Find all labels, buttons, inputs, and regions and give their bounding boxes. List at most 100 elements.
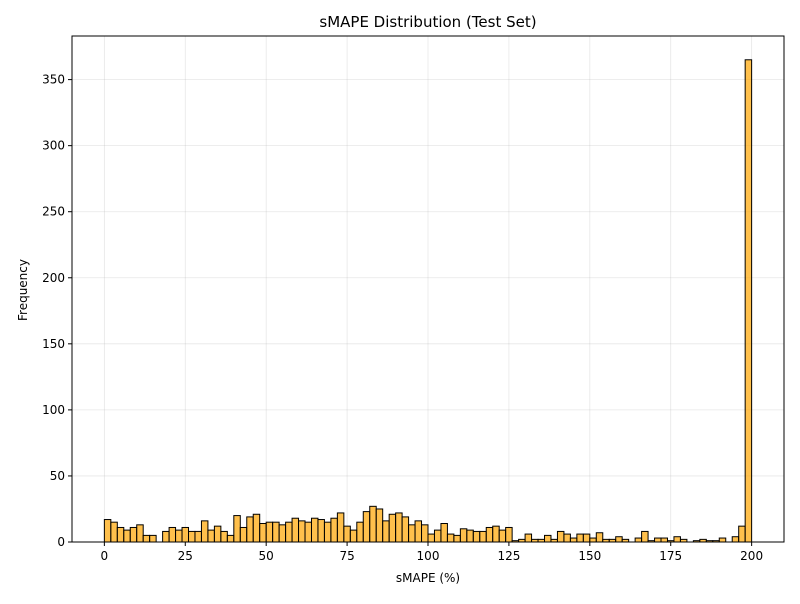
histogram-bar [615,536,623,543]
histogram-bar [446,533,455,543]
histogram-bar [194,530,202,543]
histogram-bar [524,533,533,543]
histogram-bar [408,524,416,543]
histogram-bar [336,512,345,543]
histogram-bar [388,513,397,543]
histogram-bar [149,534,157,543]
x-tick-label: 125 [497,549,520,563]
histogram-bar [375,508,384,543]
histogram-bar [498,529,507,543]
histogram-bar [382,520,390,543]
histogram-bar [427,533,435,543]
histogram-bar [569,537,578,543]
histogram-bar [440,523,448,543]
x-tick-label: 175 [659,549,682,563]
x-tick-label: 25 [178,549,193,563]
histogram-bar [421,524,429,543]
histogram-bar [259,523,267,543]
histogram-bar [485,526,494,543]
histogram-bar [556,530,565,543]
x-tick-label: 200 [740,549,763,563]
histogram-bar [265,521,274,543]
histogram-bar [634,537,643,543]
y-axis-ticks: 0 50 100 150 200 250 300 350 [42,73,72,549]
chart-title: sMAPE Distribution (Test Set) [319,13,536,31]
histogram-bar [433,529,442,543]
histogram-bar [544,534,552,543]
histogram-bar [505,526,513,543]
histogram-bar [142,534,151,543]
histogram-bar [200,520,209,543]
histogram-bar [103,519,112,543]
histogram-bar [246,516,254,543]
histogram-bar [641,530,649,543]
x-tick-label: 75 [339,549,354,563]
histogram-bar [116,526,125,543]
histogram-bar [459,528,468,543]
y-tick-label: 150 [42,337,65,351]
histogram-bar [129,526,138,543]
histogram-bar [162,530,170,543]
x-axis-ticks: 0 25 50 75 100 125 150 175 200 [101,542,763,563]
histogram-bar [673,536,681,543]
x-tick-label: 100 [417,549,440,563]
histogram-bar [492,525,500,543]
y-tick-label: 0 [57,535,65,549]
histogram-bar [233,515,241,543]
x-tick-label: 0 [101,549,109,563]
histogram-bar [369,505,377,543]
histogram-bar [110,521,118,543]
histogram-bar [330,517,338,543]
x-tick-label: 150 [578,549,601,563]
histogram-bar [136,524,144,543]
y-tick-label: 300 [42,139,65,153]
histogram-bar [213,525,222,543]
histogram-bar [188,530,196,543]
histogram-bar [654,537,662,543]
histogram-bar [744,59,753,543]
histogram-bar [220,530,228,543]
histogram-bar [414,520,423,543]
x-axis-title: sMAPE (%) [396,571,460,585]
histogram-bar [731,536,740,543]
histogram-bar [278,524,287,543]
histogram-bar [168,526,177,543]
histogram-bar [582,533,591,543]
histogram-bar [563,533,571,543]
histogram-bar [718,537,727,543]
histogram-bar [356,521,364,543]
histogram-bar [343,525,351,543]
histogram-bar [472,530,481,543]
histogram-bar [466,529,474,543]
y-tick-label: 200 [42,271,65,285]
histogram-bar [453,534,461,543]
histogram-bar [576,533,584,543]
histogram-bar [401,516,410,543]
histogram-bar [323,521,332,543]
histogram-bar [298,520,306,543]
y-tick-label: 350 [42,73,65,87]
histogram-bar [317,519,325,543]
grid-lines [72,36,784,543]
histogram-bar [226,534,235,543]
histogram-bar [181,526,190,543]
histogram-bar [589,537,597,543]
histogram-bar [395,512,403,543]
histogram-bar [362,511,371,543]
histogram-bar [252,513,261,543]
y-tick-label: 50 [50,469,65,483]
y-tick-label: 250 [42,205,65,219]
histogram-bar [479,530,487,543]
y-axis-title: Frequency [16,259,30,321]
histogram-bar [272,521,280,543]
histogram-bar [291,517,300,543]
histogram-bar [207,529,215,543]
histogram-bar [285,521,293,543]
histogram-bar [310,517,319,543]
histogram-bar [304,521,312,543]
x-tick-label: 50 [259,549,274,563]
histogram-bar [349,529,358,543]
